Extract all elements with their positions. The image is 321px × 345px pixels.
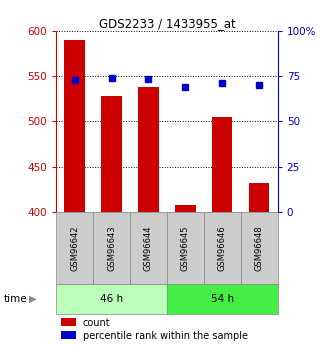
Text: GSM96642: GSM96642 (70, 225, 79, 271)
Text: GSM96646: GSM96646 (218, 225, 227, 271)
Bar (212, 117, 232, 212)
Text: 54 h: 54 h (211, 294, 234, 304)
FancyBboxPatch shape (241, 212, 278, 284)
FancyBboxPatch shape (167, 284, 278, 314)
FancyBboxPatch shape (167, 212, 204, 284)
Text: GSM96645: GSM96645 (181, 225, 190, 271)
Bar (175, 205, 195, 212)
Text: percentile rank within the sample: percentile rank within the sample (83, 331, 248, 341)
Text: time: time (3, 294, 27, 304)
FancyBboxPatch shape (130, 212, 167, 284)
Text: 46 h: 46 h (100, 294, 123, 304)
Bar (61, 332, 76, 339)
FancyBboxPatch shape (204, 212, 241, 284)
Title: GDS2233 / 1433955_at: GDS2233 / 1433955_at (99, 17, 235, 30)
Text: GSM96643: GSM96643 (107, 225, 116, 271)
Text: GSM96644: GSM96644 (144, 225, 153, 271)
FancyBboxPatch shape (56, 212, 93, 284)
Bar (65, 40, 85, 212)
Text: count: count (83, 317, 110, 327)
Bar (138, 87, 159, 212)
Text: GSM96648: GSM96648 (255, 225, 264, 271)
Bar (249, 183, 269, 212)
Bar (61, 318, 76, 326)
FancyBboxPatch shape (93, 212, 130, 284)
FancyBboxPatch shape (56, 284, 167, 314)
Bar (101, 96, 122, 212)
Text: ▶: ▶ (29, 294, 36, 304)
